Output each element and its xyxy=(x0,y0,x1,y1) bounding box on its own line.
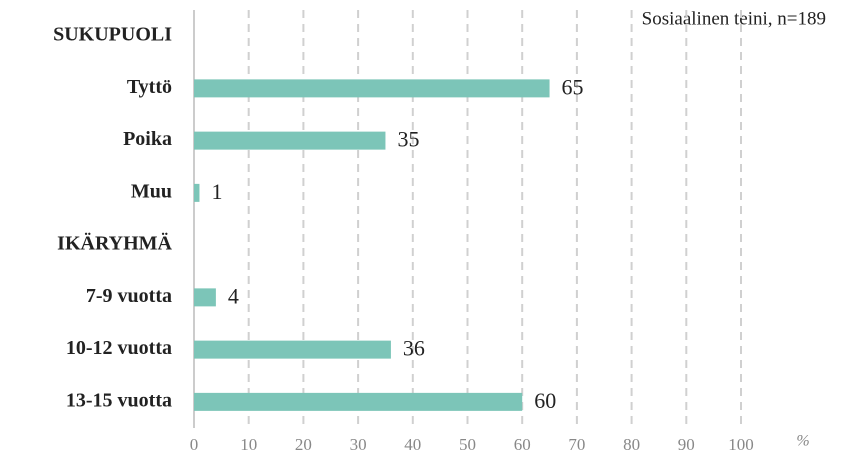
value-label: 60 xyxy=(534,388,556,413)
y-tick-label: 13-15 vuotta xyxy=(66,389,172,411)
value-label: 1 xyxy=(211,179,222,204)
x-tick-label: 100 xyxy=(728,435,754,454)
y-tick-label: SUKUPUOLI xyxy=(53,24,172,46)
y-tick-label: 10-12 vuotta xyxy=(66,337,172,359)
bar xyxy=(194,79,550,98)
value-label: 65 xyxy=(562,74,584,99)
x-tick-label: 20 xyxy=(295,435,312,454)
x-axis-label: % xyxy=(796,433,809,450)
y-tick-label: 7-9 vuotta xyxy=(86,285,172,307)
x-tick-label: 40 xyxy=(404,435,421,454)
x-tick-label: 50 xyxy=(459,435,476,454)
y-tick-label: Poika xyxy=(123,128,172,150)
value-label: 36 xyxy=(403,336,425,361)
x-tick-label: 60 xyxy=(514,435,531,454)
x-tick-label: 80 xyxy=(623,435,640,454)
value-label: 35 xyxy=(397,127,419,152)
bar xyxy=(194,131,386,150)
x-tick-label: 90 xyxy=(678,435,695,454)
x-tick-label: 0 xyxy=(190,435,199,454)
x-tick-label: 70 xyxy=(568,435,585,454)
x-tick-label: 30 xyxy=(350,435,367,454)
bar xyxy=(194,392,523,411)
bar xyxy=(194,288,216,307)
chart-annotation: Sosiaalinen teini, n=189 xyxy=(642,8,826,29)
x-tick-label: 10 xyxy=(240,435,257,454)
bar xyxy=(194,183,200,202)
y-tick-label: IKÄRYHMÄ xyxy=(57,232,172,255)
y-tick-label: Tyttö xyxy=(127,76,172,98)
bar xyxy=(194,340,391,359)
y-tick-label: Muu xyxy=(131,180,172,202)
value-label: 4 xyxy=(228,283,239,308)
